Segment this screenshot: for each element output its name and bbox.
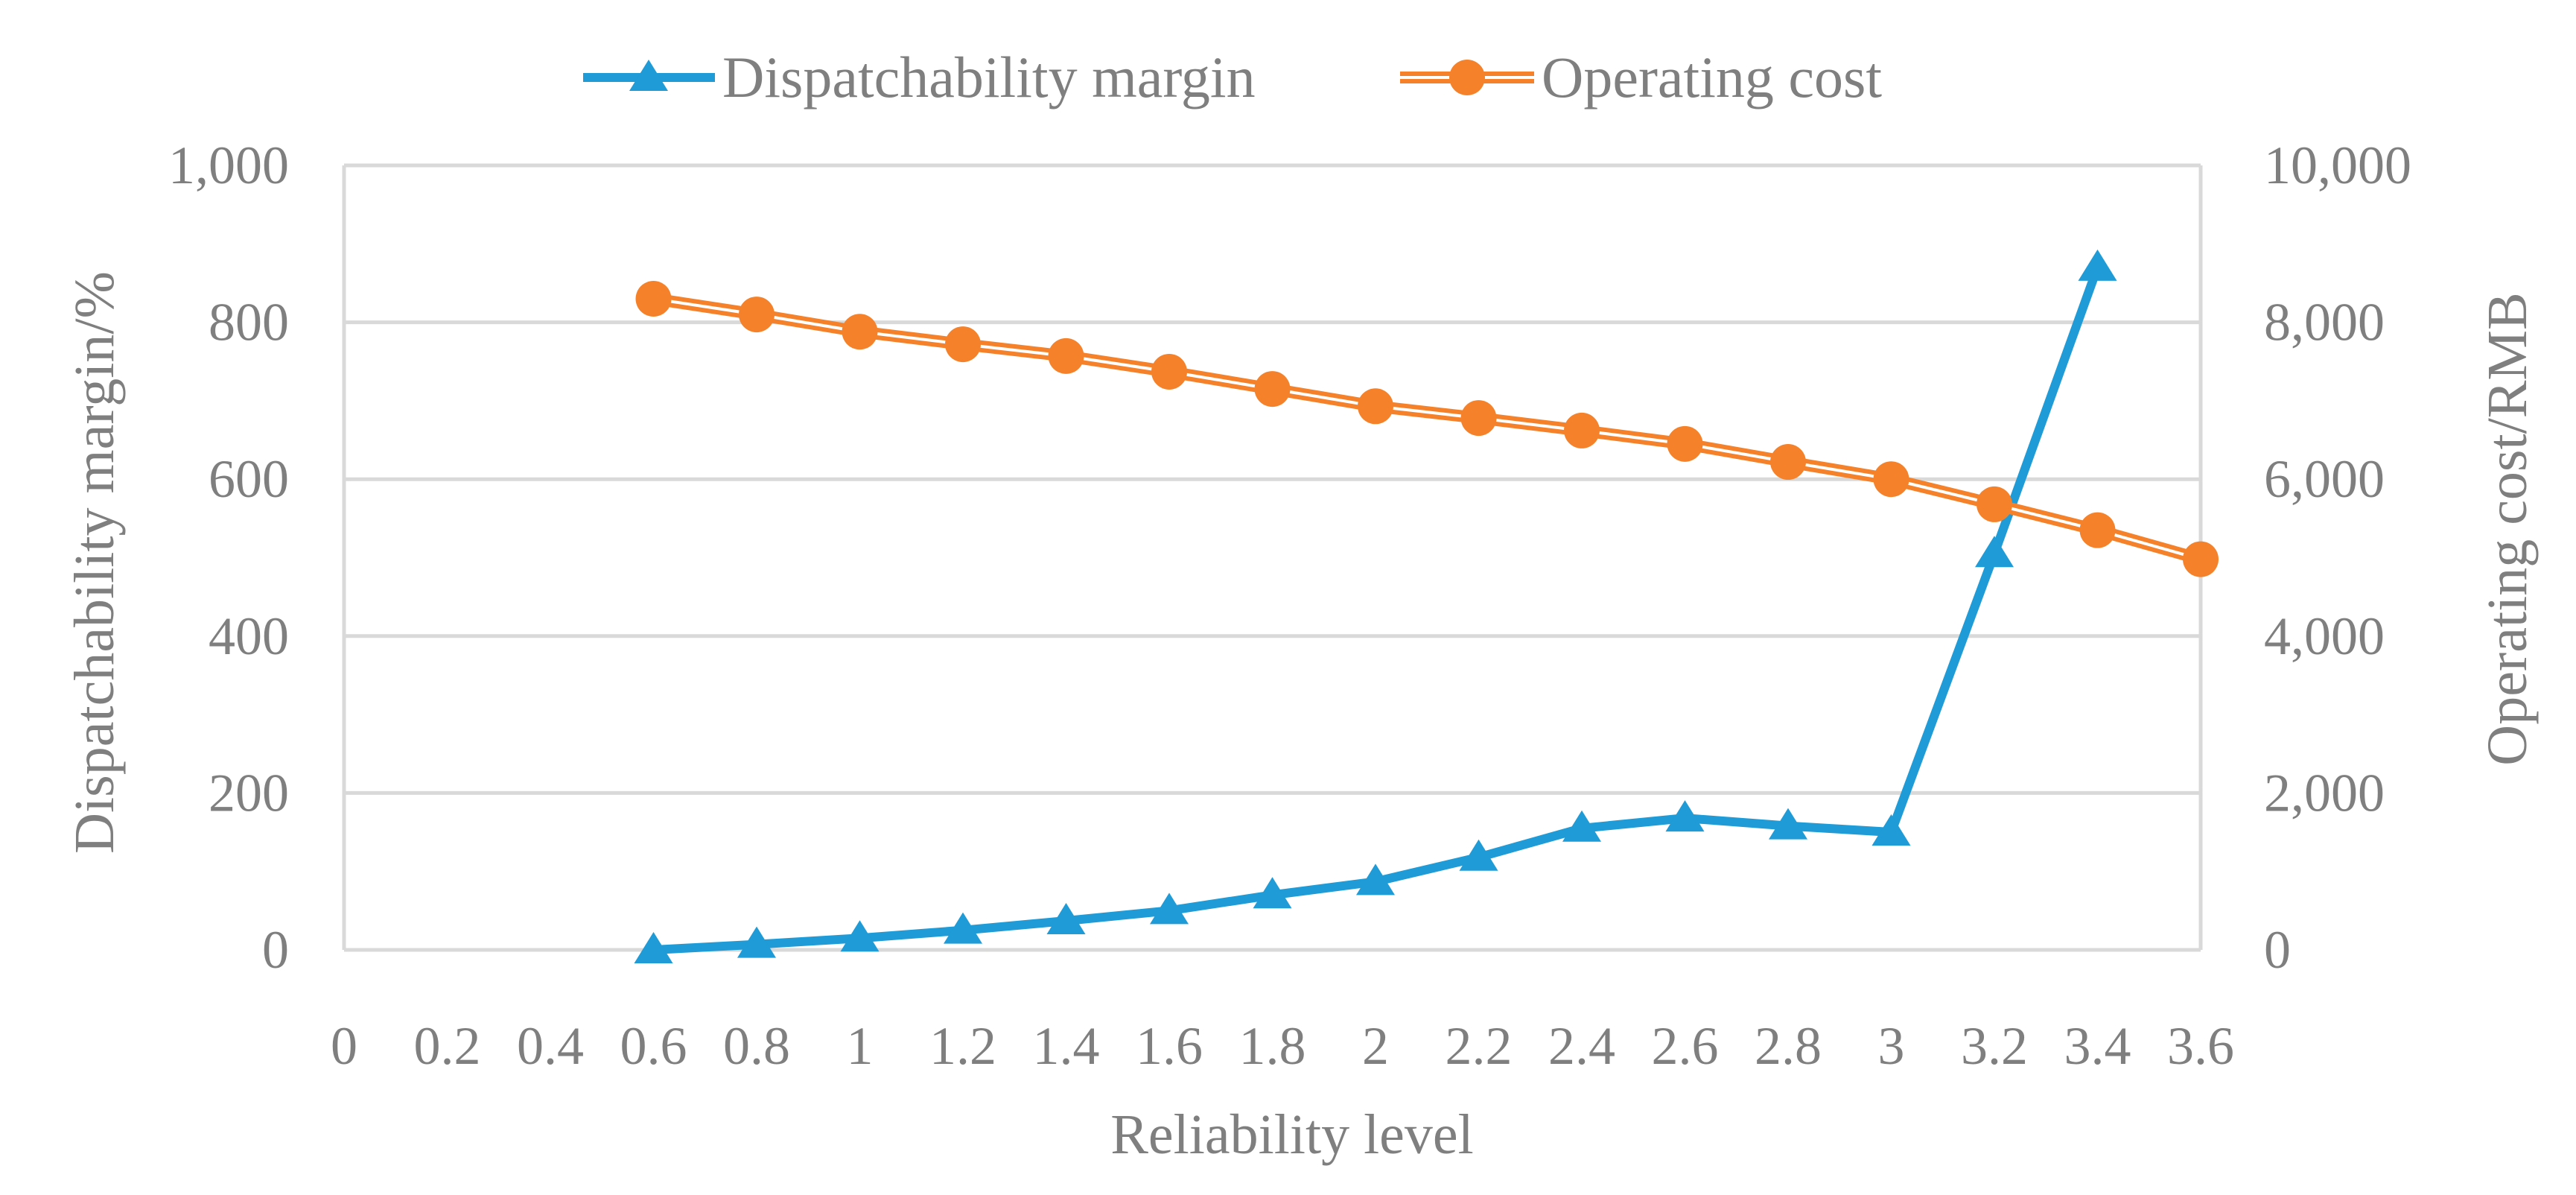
- left-tick-label: 1,000: [168, 136, 289, 195]
- series-layer: [634, 249, 2219, 963]
- data-point: [1150, 893, 1189, 925]
- left-tick-label: 600: [209, 449, 289, 509]
- right-tick-label: 8,000: [2264, 293, 2385, 352]
- right-axis-title: Operating cost/RMB: [2476, 292, 2539, 765]
- left-tick-label: 200: [209, 763, 289, 822]
- x-tick-label: 2: [1362, 1016, 1389, 1076]
- x-tick-label: 3: [1878, 1016, 1905, 1076]
- tick-labels: 0 200 400 600 800 1,000 0 2,000 4,000 6,000 8,000 1…: [168, 136, 2411, 1076]
- data-point: [1356, 863, 1395, 896]
- right-tick-label: 0: [2264, 920, 2291, 980]
- data-point: [1667, 425, 1703, 462]
- gridlines: [344, 163, 2201, 952]
- data-point: [1975, 536, 2014, 568]
- legend-item-dispatchability-margin: Dispatchability margin: [583, 45, 1256, 110]
- data-point: [2079, 512, 2116, 548]
- legend-item-operating-cost: Operating cost: [1400, 45, 1882, 110]
- left-tick-label: 0: [262, 920, 289, 980]
- left-tick-label: 800: [209, 293, 289, 352]
- legend-label-operating-cost: Operating cost: [1542, 45, 1882, 110]
- left-tick-label: 400: [209, 606, 289, 666]
- data-point: [1564, 412, 1600, 448]
- x-tick-label: 2.8: [1755, 1016, 1822, 1076]
- x-tick-label: 3.4: [2064, 1016, 2131, 1076]
- x-tick-label: 0.4: [517, 1016, 584, 1076]
- series-line-inner: [652, 297, 2202, 561]
- legend-label-dispatchability-margin: Dispatchability margin: [722, 45, 1256, 110]
- series-line-outer: [647, 293, 2207, 565]
- data-point: [1873, 461, 1909, 498]
- data-point: [635, 281, 672, 317]
- series-line: [649, 262, 2102, 954]
- x-tick-label: 0: [331, 1016, 357, 1076]
- x-tick-label: 2.2: [1446, 1016, 1513, 1076]
- data-point: [1769, 808, 1807, 840]
- x-tick-label: 0.6: [620, 1016, 687, 1076]
- x-tick-label: 1.2: [929, 1016, 996, 1076]
- data-point: [840, 920, 880, 952]
- data-point: [1871, 814, 1911, 846]
- x-tick-label: 0.2: [414, 1016, 481, 1076]
- data-point: [1460, 400, 1497, 437]
- data-point: [634, 932, 673, 963]
- x-tick-label: 0.8: [723, 1016, 790, 1076]
- data-point: [1665, 800, 1705, 832]
- legend-triangle-marker: [629, 60, 668, 91]
- x-tick-label: 2.6: [1652, 1016, 1719, 1076]
- x-tick-label: 1.8: [1239, 1016, 1306, 1076]
- x-tick-label: 3.6: [2167, 1016, 2234, 1076]
- data-point: [1048, 337, 1084, 374]
- right-tick-label: 2,000: [2264, 763, 2385, 822]
- data-point: [1253, 877, 1292, 909]
- legend-circle-marker: [1449, 60, 1485, 95]
- data-point: [1976, 486, 2012, 522]
- x-axis-title: Reliability level: [1110, 1103, 1474, 1166]
- right-tick-label: 6,000: [2264, 449, 2385, 509]
- x-tick-label: 2.4: [1548, 1016, 1615, 1076]
- axes: [342, 165, 2203, 950]
- data-point: [739, 297, 775, 333]
- data-point: [1151, 353, 1187, 390]
- legend: Dispatchability margin Operating cost: [583, 45, 1882, 110]
- data-point: [1254, 371, 1291, 408]
- data-point: [2183, 541, 2219, 577]
- series-operating-cost: [635, 281, 2219, 577]
- x-tick-label: 1: [847, 1016, 874, 1076]
- data-point: [737, 926, 776, 958]
- right-tick-label: 10,000: [2264, 136, 2411, 195]
- x-tick-label: 1.4: [1033, 1016, 1100, 1076]
- data-point: [944, 912, 982, 944]
- right-tick-label: 4,000: [2264, 606, 2385, 666]
- data-point: [1358, 388, 1393, 425]
- data-point: [1562, 810, 1601, 842]
- data-point: [945, 326, 981, 363]
- x-tick-label: 3.2: [1961, 1016, 2028, 1076]
- data-point: [842, 314, 878, 350]
- data-point: [1770, 444, 1806, 481]
- x-tick-label: 1.6: [1136, 1016, 1203, 1076]
- left-axis-title: Dispatchability margin/%: [63, 271, 126, 854]
- data-point: [1459, 839, 1498, 871]
- series-dispatchability-margin: [634, 249, 2117, 963]
- data-point: [1046, 903, 1086, 935]
- data-point: [2078, 249, 2117, 281]
